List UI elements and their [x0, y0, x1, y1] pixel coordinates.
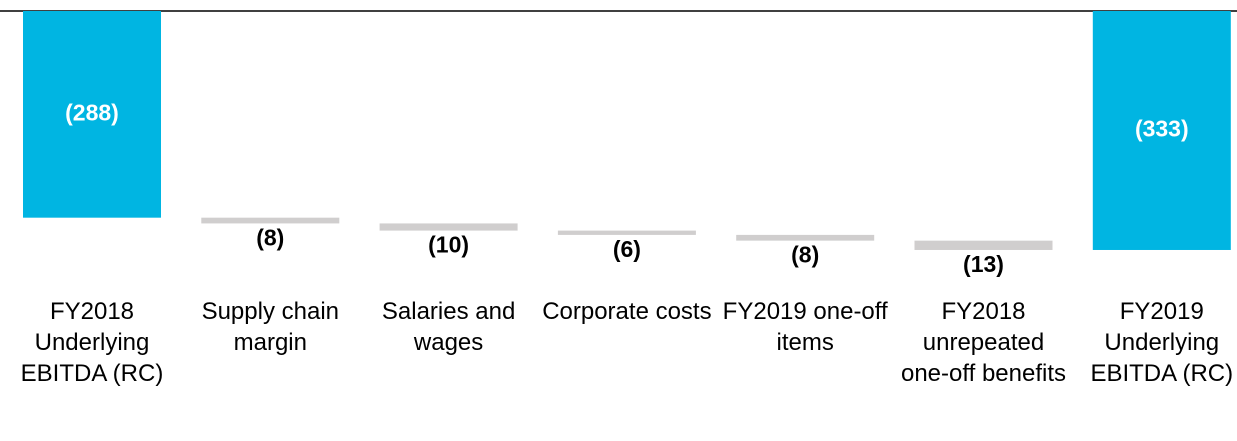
value-label: (8): [256, 225, 284, 251]
category-label: Salaries and wages: [381, 298, 516, 356]
category-label: FY2019 one-off items: [722, 298, 888, 356]
total-bar: [23, 11, 161, 218]
step-bar: [557, 230, 696, 235]
value-label: (288): [65, 99, 119, 125]
step-bar: [914, 240, 1053, 250]
step-bar: [736, 234, 875, 241]
value-label: (6): [613, 236, 641, 262]
value-label: (13): [963, 251, 1004, 277]
category-label: Corporate costs: [542, 298, 712, 325]
step-bar: [201, 217, 340, 224]
value-label: (10): [428, 232, 469, 258]
total-bar: [1092, 11, 1231, 250]
step-bar: [379, 223, 518, 231]
category-label: Supply chain margin: [201, 298, 340, 356]
value-label: (333): [1135, 116, 1189, 142]
category-label: FY2019 Underlying EBITDA (RC): [1090, 298, 1234, 387]
category-label: FY2018 unrepeated one-off benefits: [900, 298, 1066, 387]
plot: (288) (8) (10) (6) (8) (13) (333): [0, 10, 1237, 277]
category-label: FY2018 Underlying EBITDA (RC): [20, 298, 164, 387]
value-label: (8): [791, 242, 819, 268]
